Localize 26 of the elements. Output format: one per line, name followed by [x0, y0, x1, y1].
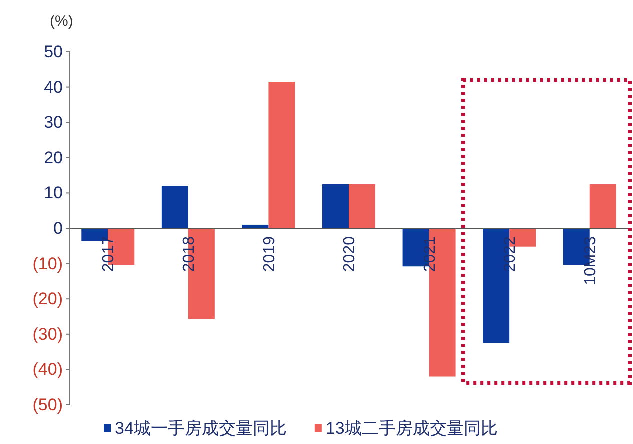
- x-tick-label: 2022: [502, 236, 520, 272]
- y-tick-label: 30: [44, 113, 63, 132]
- x-tick-label: 2018: [181, 236, 198, 272]
- y-tick-label: 50: [44, 42, 63, 62]
- bar: [349, 184, 376, 228]
- x-tick-label: 2019: [261, 236, 278, 272]
- x-tick-label: 2021: [422, 236, 439, 272]
- y-tick-label: (30): [32, 324, 63, 344]
- x-tick-label: 10M23: [582, 236, 600, 286]
- bar: [590, 184, 616, 228]
- y-tick-label: (40): [32, 360, 63, 380]
- bar: [268, 82, 296, 228]
- bar: [162, 186, 188, 228]
- y-tick-label: 10: [44, 184, 63, 203]
- y-tick-label: 20: [44, 148, 63, 168]
- y-tick-label: (10): [32, 254, 63, 274]
- bar: [322, 184, 349, 228]
- y-tick-label: (20): [32, 290, 63, 309]
- x-tick-label: 2017: [100, 236, 118, 272]
- y-tick-label: (50): [32, 395, 63, 414]
- x-tick-label: 2020: [342, 236, 359, 272]
- legend-label: 13城二手房成交量同比: [326, 419, 498, 438]
- y-axis-title: (%): [50, 13, 74, 30]
- y-tick-label: 0: [54, 218, 63, 238]
- legend-label: 34城一手房成交量同比: [115, 419, 287, 438]
- y-tick-label: 40: [44, 78, 63, 97]
